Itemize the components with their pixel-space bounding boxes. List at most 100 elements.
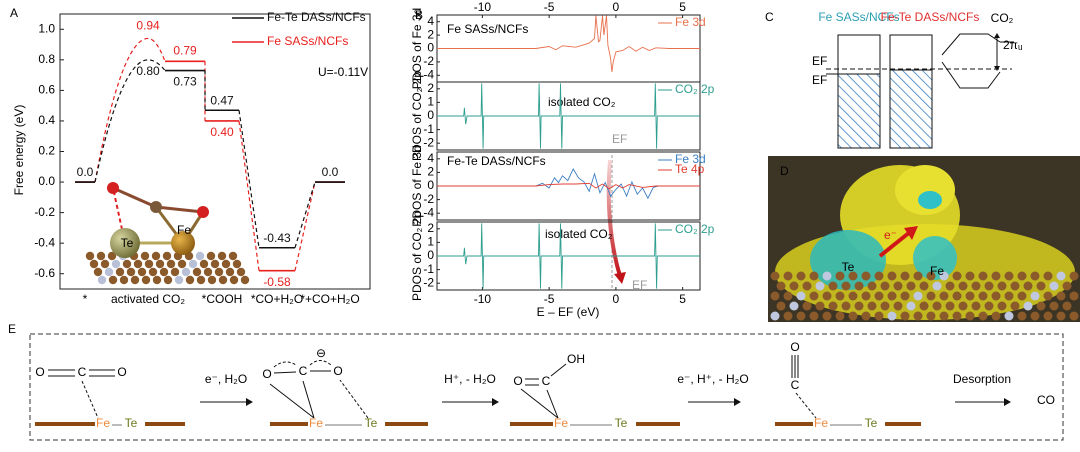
filled-band <box>889 69 933 149</box>
y-axis-label: PDOS of CO₂ 2p <box>410 71 424 161</box>
y-tick-label: -1 <box>423 122 434 136</box>
substrate-atom <box>1069 311 1079 321</box>
substrate-atom <box>848 271 858 281</box>
substrate-atom <box>997 301 1007 311</box>
density-blob <box>913 236 957 280</box>
transition-curve <box>94 59 166 183</box>
step-label: Desorption <box>953 372 1011 386</box>
substrate-atom <box>144 259 154 269</box>
atom: O <box>262 367 271 381</box>
bond <box>81 380 99 419</box>
substrate-atom <box>100 259 110 269</box>
substrate-atom <box>952 311 962 321</box>
substrate-atom <box>126 267 136 277</box>
y-tick-label: -4 <box>423 67 434 81</box>
atom: Fe <box>309 416 323 430</box>
atom: Te <box>365 416 378 430</box>
substrate-atom <box>984 281 994 291</box>
substrate-atom <box>893 301 903 311</box>
substrate-atom <box>887 271 897 281</box>
arrowhead <box>734 398 741 406</box>
substrate-atom <box>162 251 172 261</box>
substrate-atom <box>783 271 793 281</box>
substrate-atom <box>148 267 158 277</box>
substrate-atom <box>841 301 851 311</box>
substrate-atom <box>809 311 819 321</box>
value-label: 0.0 <box>322 165 339 179</box>
transfer-arrow <box>878 230 912 258</box>
atom: Te <box>865 416 878 430</box>
subplot-title: isolated CO₂ <box>545 227 613 241</box>
substrate-atom <box>796 271 806 281</box>
substrate-atom <box>93 267 103 277</box>
substrate-atom <box>115 267 125 277</box>
substrate-atom <box>789 281 799 291</box>
substrate-atom <box>854 281 864 291</box>
substrate <box>270 422 308 426</box>
substrate-atom <box>945 301 955 311</box>
substrate-atom <box>229 275 239 285</box>
substrate-atom <box>111 259 121 269</box>
value-label: 0.47 <box>210 93 234 107</box>
substrate <box>35 422 95 426</box>
y-tick-label: 0.4 <box>38 113 55 127</box>
substrate-atom <box>1030 271 1040 281</box>
substrate-atom <box>1030 311 1040 321</box>
substrate-atom <box>159 267 169 277</box>
y-tick-label: 2 <box>427 221 434 235</box>
x-tick-label: activated CO₂ <box>111 292 185 306</box>
scheme-frame <box>29 333 1064 441</box>
substrate-atom <box>991 271 1001 281</box>
charge: ⊖ <box>316 346 326 360</box>
x-tick-label: *+CO+H₂O <box>300 292 359 306</box>
substrate-atom <box>221 259 231 269</box>
y-tick-label: -0.6 <box>34 266 55 280</box>
legend-label: Fe SASs/NCFs <box>267 34 348 48</box>
atom: O <box>117 365 126 379</box>
substrate-atom <box>809 271 819 281</box>
c-atom <box>150 201 162 213</box>
bond <box>791 355 799 378</box>
y-axis-label: PDOS of CO₂ 2p <box>410 211 424 301</box>
value-label: 0.80 <box>136 64 160 78</box>
substrate-atom <box>939 291 949 301</box>
level-label: EF <box>812 73 827 87</box>
substrate-atom <box>1017 291 1027 301</box>
substrate-atom <box>1004 311 1014 321</box>
orbital-scheme <box>941 33 1014 89</box>
substrate-atom <box>900 291 910 301</box>
substrate-atom <box>240 275 250 285</box>
legend-label: CO₂ <box>991 11 1014 25</box>
substrate-atom <box>815 301 825 311</box>
y-tick-label: -2 <box>423 54 434 68</box>
panel-label: A <box>10 6 18 20</box>
substrate-atom <box>835 311 845 321</box>
substrate-atom <box>822 291 832 301</box>
substrate-atom <box>900 271 910 281</box>
substrate-atom <box>939 311 949 321</box>
y-tick-label: 0 <box>427 108 434 122</box>
substrate-atom <box>997 281 1007 291</box>
substrate-atom <box>1049 281 1059 291</box>
atom: C <box>299 364 308 378</box>
substrate-atom <box>802 281 812 291</box>
legend-label: Fe-Te DASs/NCFs <box>267 10 366 24</box>
x-tick-label: * <box>83 292 88 306</box>
panel-label: D <box>780 164 789 178</box>
substrate-atom <box>206 251 216 261</box>
value-label: -0.43 <box>263 231 291 245</box>
substrate-atom <box>89 259 99 269</box>
y-tick-label: -0.2 <box>34 205 55 219</box>
substrate-atom <box>919 281 929 291</box>
substrate-atom <box>802 301 812 311</box>
y-tick-label: -4 <box>423 205 434 219</box>
plot-frame <box>59 13 371 290</box>
substrate-atom <box>195 251 205 261</box>
substrate-atom <box>225 267 235 277</box>
density-blob <box>918 191 942 209</box>
atom: Te <box>615 416 628 430</box>
substrate-atom <box>861 291 871 301</box>
substrate-atom <box>1030 291 1040 301</box>
value-label: 0.79 <box>173 44 197 58</box>
atom-label: Fe <box>930 264 944 278</box>
